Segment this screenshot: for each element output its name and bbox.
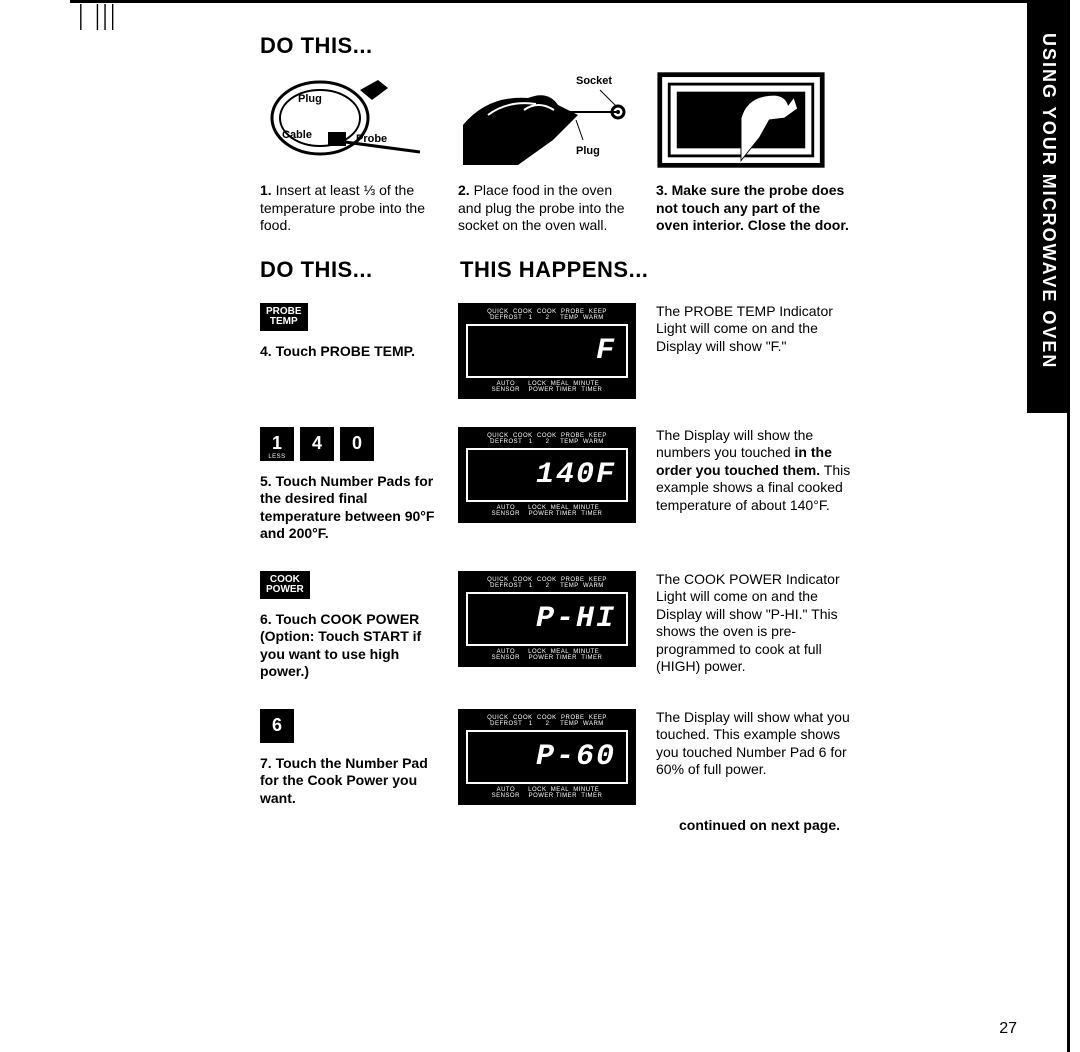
heading-do-this-1: DO THIS...	[260, 33, 1015, 59]
manual-page: USING YOUR MICROWAVE OVEN DO THIS... Plu…	[70, 0, 1070, 1052]
step-4-left: PROBE TEMP 4. Touch PROBE TEMP.	[260, 303, 440, 399]
heading-do-this-2: DO THIS...	[260, 257, 460, 283]
step-4-instruction: 4. Touch PROBE TEMP.	[260, 343, 440, 361]
step-4-result: The PROBE TEMP Indicator Light will come…	[656, 303, 856, 399]
display-top-labels: QUICK COOK COOK PROBE KEEP DEFROST 1 2 T…	[466, 577, 628, 589]
step-7-display: QUICK COOK COOK PROBE KEEP DEFROST 1 2 T…	[458, 709, 638, 808]
display-panel: QUICK COOK COOK PROBE KEEP DEFROST 1 2 T…	[458, 709, 636, 805]
display-panel: QUICK COOK COOK PROBE KEEP DEFROST 1 2 T…	[458, 303, 636, 399]
step-1-text: Insert at least ⅓ of the temperature pro…	[260, 182, 425, 233]
step-5-display: QUICK COOK COOK PROBE KEEP DEFROST 1 2 T…	[458, 427, 638, 543]
number-pad-single: 6	[260, 709, 440, 743]
label-plug2: Plug	[576, 145, 600, 157]
label-socket: Socket	[576, 75, 612, 87]
step-7-instruction: 7. Touch the Number Pad for the Cook Pow…	[260, 755, 440, 808]
section-tab: USING YOUR MICROWAVE OVEN	[1027, 3, 1067, 413]
label-plug: Plug	[298, 93, 322, 105]
step-7-number: 7.	[260, 755, 272, 771]
display-bottom-labels: AUTO LOCK MEAL MINUTE SENSOR POWER TIMER…	[466, 787, 628, 799]
continued-note: continued on next page.	[260, 817, 840, 833]
heading-this-happens: THIS HAPPENS...	[460, 257, 648, 283]
step-7-row: 6 7. Touch the Number Pad for the Cook P…	[260, 709, 1015, 808]
display-panel: QUICK COOK COOK PROBE KEEP DEFROST 1 2 T…	[458, 571, 636, 667]
step-5-left: 1LESS 4 0 5. Touch Number Pads for the d…	[260, 427, 440, 543]
headings-row-2: DO THIS... THIS HAPPENS...	[260, 257, 1015, 291]
display-screen: 140F	[466, 448, 628, 502]
step-6-number: 6.	[260, 611, 272, 627]
label-probe: Probe	[356, 133, 387, 145]
step-5-row: 1LESS 4 0 5. Touch Number Pads for the d…	[260, 427, 1015, 543]
display-bottom-labels: AUTO LOCK MEAL MINUTE SENSOR POWER TIMER…	[466, 505, 628, 517]
socket-illustration: Socket Plug	[458, 67, 628, 172]
display-top-labels: QUICK COOK COOK PROBE KEEP DEFROST 1 2 T…	[466, 433, 628, 445]
probe-illustration: Plug Cable Probe	[260, 67, 430, 172]
display-top-labels: QUICK COOK COOK PROBE KEEP DEFROST 1 2 T…	[466, 715, 628, 727]
step-1-caption: 1. Insert at least ⅓ of the temperature …	[260, 182, 440, 235]
step-2-caption: 2. Place food in the oven and plug the p…	[458, 182, 638, 235]
display-screen: P-HI	[466, 592, 628, 646]
step-1-column: Plug Cable Probe 1. Insert at least ⅓ of…	[260, 67, 440, 235]
number-pad-0: 0	[340, 427, 374, 461]
step-7-result: The Display will show what you touched. …	[656, 709, 856, 808]
top-illustration-row: Plug Cable Probe 1. Insert at least ⅓ of…	[260, 67, 1015, 235]
step-5-result: The Display will show the numbers you to…	[656, 427, 856, 543]
step-6-row: COOK POWER 6. Touch COOK POWER (Option: …	[260, 571, 1015, 681]
step-5-text: Touch Number Pads for the desired final …	[260, 473, 434, 542]
step-5-number: 5.	[260, 473, 272, 489]
step-3-column: 3. Make sure the probe does not touch an…	[656, 67, 856, 235]
step-1-number: 1.	[260, 182, 272, 198]
display-screen: P-60	[466, 730, 628, 784]
step-3-number: 3.	[656, 182, 668, 198]
cook-power-button: COOK POWER	[260, 571, 310, 599]
step-4-number: 4.	[260, 343, 272, 359]
number-pad-1: 1LESS	[260, 427, 294, 461]
step-7-left: 6 7. Touch the Number Pad for the Cook P…	[260, 709, 440, 808]
probe-temp-button: PROBE TEMP	[260, 303, 308, 331]
display-panel: QUICK COOK COOK PROBE KEEP DEFROST 1 2 T…	[458, 427, 636, 523]
step-4-text: Touch PROBE TEMP.	[276, 343, 416, 359]
number-pads: 1LESS 4 0	[260, 427, 440, 461]
page-number: 27	[999, 1020, 1017, 1038]
display-screen: F	[466, 324, 628, 378]
step-5-instruction: 5. Touch Number Pads for the desired fin…	[260, 473, 440, 543]
step-7-text: Touch the Number Pad for the Cook Power …	[260, 755, 428, 806]
step-6-instruction: 6. Touch COOK POWER (Option: Touch START…	[260, 611, 440, 681]
label-cable: Cable	[282, 129, 312, 141]
step-3-caption: 3. Make sure the probe does not touch an…	[656, 182, 856, 235]
number-pad-4: 4	[300, 427, 334, 461]
page-content: DO THIS... Plug Cable Probe	[260, 33, 1015, 833]
number-pad-6: 6	[260, 709, 294, 743]
display-top-labels: QUICK COOK COOK PROBE KEEP DEFROST 1 2 T…	[466, 309, 628, 321]
oven-illustration	[656, 67, 826, 172]
step-4-row: PROBE TEMP 4. Touch PROBE TEMP. QUICK CO…	[260, 303, 1015, 399]
step-6-left: COOK POWER 6. Touch COOK POWER (Option: …	[260, 571, 440, 681]
step-6-text: Touch COOK POWER (Option: Touch START if…	[260, 611, 421, 680]
display-bottom-labels: AUTO LOCK MEAL MINUTE SENSOR POWER TIMER…	[466, 381, 628, 393]
step-4-display: QUICK COOK COOK PROBE KEEP DEFROST 1 2 T…	[458, 303, 638, 399]
step-6-result: The COOK POWER Indicator Light will come…	[656, 571, 856, 681]
step-2-number: 2.	[458, 182, 470, 198]
step-6-display: QUICK COOK COOK PROBE KEEP DEFROST 1 2 T…	[458, 571, 638, 681]
step-2-text: Place food in the oven and plug the prob…	[458, 182, 625, 233]
step-2-column: Socket Plug 2. Place food in the oven an…	[458, 67, 638, 235]
display-bottom-labels: AUTO LOCK MEAL MINUTE SENSOR POWER TIMER…	[466, 649, 628, 661]
step-3-text: Make sure the probe does not touch any p…	[656, 182, 849, 233]
